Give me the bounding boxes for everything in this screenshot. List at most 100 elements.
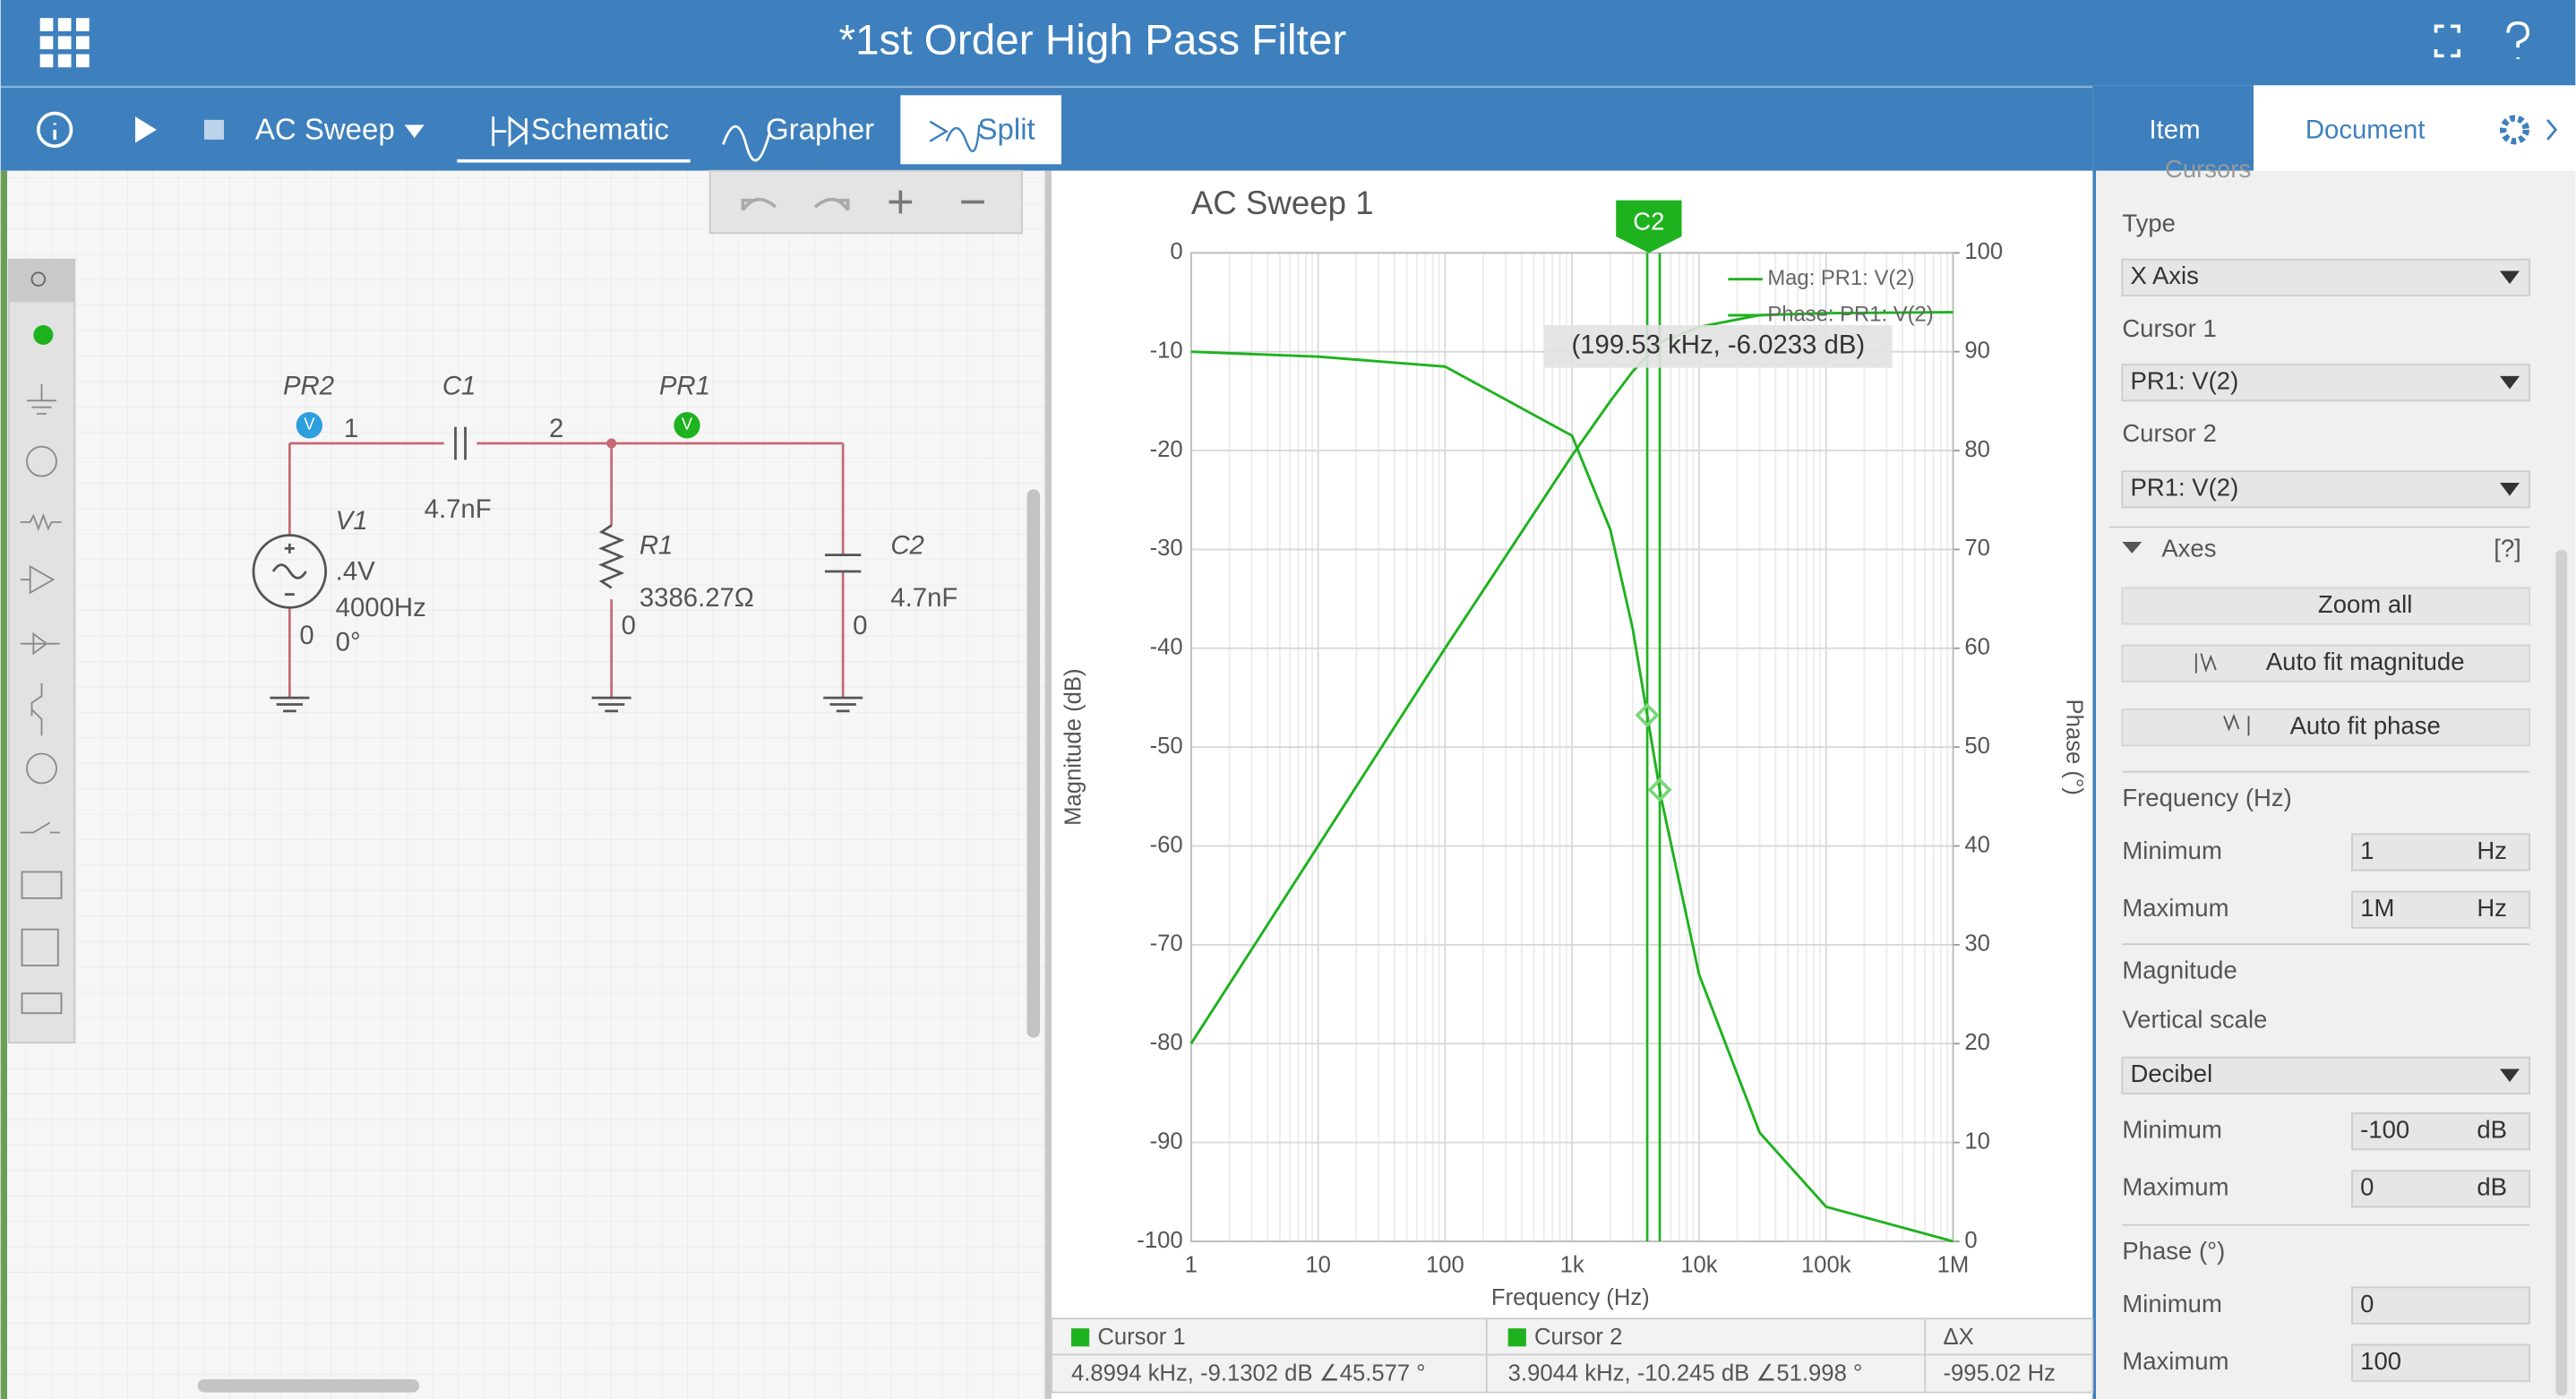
label-c1-value: 4.7nF (425, 494, 492, 524)
y-tick-label: -20 (1150, 437, 1183, 462)
field-label: Minimum (2122, 1115, 2222, 1143)
button[interactable] (2121, 708, 2530, 747)
label-pr2: PR2 (283, 371, 334, 400)
table-value: 3.9044 kHz, -10.245 dB ∠51.998 ° (1508, 1360, 1863, 1386)
table-header: Cursor 1 (1097, 1325, 1185, 1350)
tab-document[interactable]: Document (2306, 115, 2426, 144)
analysis-select[interactable]: AC Sweep (255, 112, 395, 145)
field-label: Maximum (2122, 1173, 2228, 1201)
tab-schematic[interactable]: Schematic (531, 112, 669, 145)
series-line (1190, 350, 1953, 1243)
button[interactable] (2121, 587, 2530, 625)
input-unit: Hz (2477, 894, 2507, 922)
cursor2-swatch (1507, 1328, 1526, 1347)
v-scrollbar[interactable] (1026, 489, 1041, 1038)
section-label[interactable]: Axes (2161, 534, 2216, 562)
button-label: Zoom all (2318, 590, 2412, 618)
y2-tick-label: 20 (1964, 1030, 1990, 1055)
dropdown-value: PR1: V(2) (2131, 366, 2239, 394)
label-pr1: PR1 (659, 371, 710, 400)
parts-toolbar (7, 258, 76, 1044)
probe-tool[interactable] (33, 325, 54, 345)
tab-item-bg[interactable] (2096, 85, 2254, 171)
analysis-arrow (404, 124, 425, 138)
chart-title: AC Sweep 1 (1191, 185, 1374, 221)
field-label: Frequency (Hz) (2122, 784, 2292, 811)
label-v1: V1 (336, 506, 368, 536)
table-value: 4.8994 kHz, -9.1302 dB ∠45.577 ° (1071, 1360, 1426, 1386)
section-toggle[interactable] (2122, 542, 2142, 554)
panel-scrollbar[interactable] (2555, 550, 2568, 1396)
tab-document-bg[interactable] (2254, 85, 2576, 171)
series-line (1189, 311, 1953, 1045)
help-icon[interactable] (2506, 21, 2530, 59)
dropdown-arrow (2500, 1069, 2520, 1083)
y-tick-label: 0 (1170, 239, 1182, 264)
cursor-marker[interactable] (1616, 200, 1682, 253)
dropdown[interactable] (2121, 364, 2530, 402)
input[interactable] (2351, 1170, 2530, 1208)
input[interactable] (2351, 1286, 2530, 1325)
input-value: 1 (2360, 837, 2374, 864)
fullscreen-icon[interactable] (2434, 24, 2460, 58)
dropdown[interactable] (2121, 470, 2530, 509)
dropdown[interactable] (2121, 258, 2530, 296)
split-divider[interactable] (1044, 170, 1052, 1399)
button[interactable] (2121, 644, 2530, 682)
y-tick-label: -70 (1150, 931, 1183, 957)
redo-button[interactable] (813, 197, 850, 211)
y-tick-label: -90 (1150, 1129, 1183, 1154)
label-c1: C1 (442, 371, 477, 400)
plot-frame (1189, 252, 1954, 1242)
y-tick-label: -80 (1150, 1030, 1183, 1055)
apps-icon[interactable] (39, 18, 90, 68)
label-c2-value: 4.7nF (890, 583, 957, 613)
field-label: Vertical scale (2122, 1006, 2267, 1034)
info-icon[interactable] (37, 111, 73, 148)
header-bar (0, 0, 2576, 86)
part-icons[interactable] (20, 384, 63, 1015)
cursor-diamond (1647, 777, 1672, 802)
probe-pr1[interactable] (674, 412, 700, 439)
field-label: Cursor 2 (2122, 419, 2216, 447)
label-r1-value: 3386.27Ω (640, 583, 754, 613)
tab-item[interactable]: Item (2149, 115, 2200, 144)
label-c2: C2 (890, 530, 924, 560)
stop-button[interactable] (204, 119, 224, 140)
tab-split-bg[interactable] (900, 95, 1061, 165)
play-button[interactable] (135, 116, 157, 143)
x-tick-label: 10 (1305, 1252, 1331, 1277)
schematic-icon (492, 116, 528, 148)
search-part[interactable] (8, 259, 75, 303)
dropdown[interactable] (2121, 1056, 2530, 1094)
cursor-marker-label: C2 (1633, 208, 1664, 236)
undo-button[interactable] (741, 197, 777, 211)
separators (2108, 526, 2529, 1226)
input[interactable] (2351, 890, 2530, 929)
x-tick-label: 100 (1426, 1252, 1464, 1277)
dropdown-value: Decibel (2131, 1060, 2213, 1087)
probe-pr2[interactable] (296, 412, 322, 439)
x-tick-label: 1M (1937, 1252, 1970, 1277)
zoom-in[interactable] (889, 190, 913, 214)
cursor-diamond (1635, 702, 1660, 728)
h-scrollbar[interactable] (197, 1379, 420, 1393)
y2-axis-label: Phase (°) (2062, 700, 2087, 795)
label-r1-ground: 0 (622, 611, 636, 640)
settings-icon[interactable] (2499, 115, 2529, 145)
panel-next[interactable] (2546, 118, 2558, 141)
input[interactable] (2351, 1112, 2530, 1151)
tab-grapher[interactable]: Grapher (766, 112, 874, 145)
probe-badge: V (304, 415, 315, 433)
section-cut: Cursors (2165, 155, 2251, 183)
label-v1-ground: 0 (299, 621, 313, 650)
help-link[interactable]: [?] (2494, 534, 2521, 562)
tab-split[interactable]: Split (978, 112, 1035, 145)
table-value: -995.02 Hz (1944, 1360, 2057, 1386)
input[interactable] (2351, 833, 2530, 871)
y-tick-label: -10 (1150, 338, 1183, 363)
input[interactable] (2351, 1343, 2530, 1382)
input-unit: Hz (2477, 837, 2507, 864)
